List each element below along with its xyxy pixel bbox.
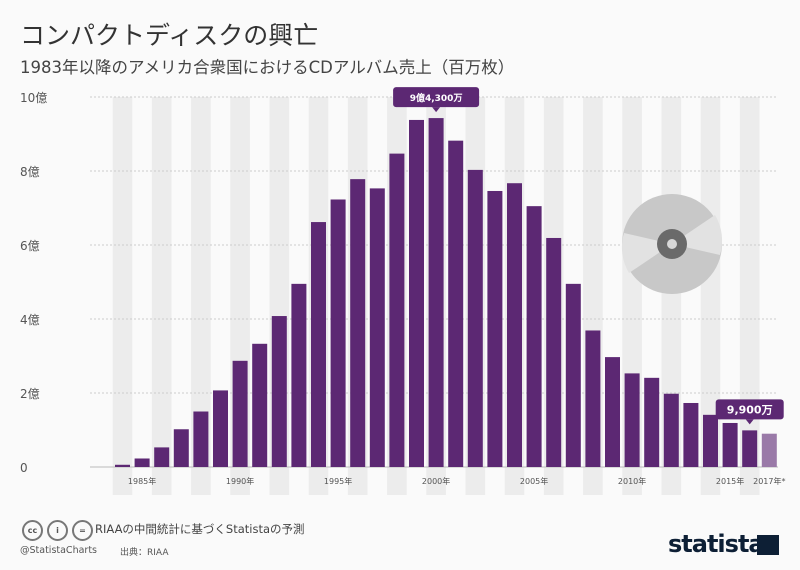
no-derivatives-icon: = (72, 520, 93, 541)
bar-2002 (467, 169, 483, 467)
bar-2006 (546, 237, 562, 467)
bar-2008 (585, 330, 601, 467)
bar-1997 (369, 188, 385, 467)
chart-title: コンパクトディスクの興亡 (20, 21, 319, 50)
bar-2010 (624, 373, 640, 467)
x-tick-label: 2015年 (716, 476, 744, 486)
bar-1984 (115, 464, 130, 467)
bar-1992 (271, 316, 287, 467)
bar-chart: 0 2億 4億 6億 8億 10億 1985年 1990年 1995年 2000年 2005年 201… (20, 87, 785, 495)
bar-1995 (330, 199, 346, 468)
attribution-icon: i (47, 520, 68, 541)
cd-disc-icon (621, 194, 723, 294)
x-tick-label: 2017年* (753, 476, 785, 486)
bar-1991 (252, 343, 268, 467)
callout-box (715, 399, 784, 420)
chart-subtitle: 1983年以降のアメリカ合衆国におけるCDアルバム売上（百万枚） (20, 58, 515, 77)
bar-1985 (134, 458, 150, 467)
bar-1986 (154, 447, 170, 467)
bar-1988 (193, 411, 209, 467)
source: 出典：RIAA (120, 548, 169, 558)
bar-2012 (663, 393, 679, 467)
x-tick-label: 2000年 (422, 476, 450, 486)
disc-hole (667, 239, 677, 249)
bar-1989 (213, 390, 228, 467)
x-tick-label: 2005年 (520, 476, 548, 486)
background-stripe (191, 97, 211, 495)
callout-label: 9,900万 (727, 403, 773, 416)
callout-label: 9億4,300万 (410, 92, 463, 104)
y-tick-label: 10億 (20, 91, 47, 105)
bar-2003 (487, 190, 503, 468)
y-tick-label: 2億 (20, 387, 40, 401)
bar-1994 (311, 222, 326, 467)
bar-1987 (173, 429, 189, 467)
callout-box (393, 87, 480, 108)
bar-1993 (291, 283, 307, 467)
background-stripe (700, 97, 721, 495)
bar-2016 (742, 430, 758, 467)
background-stripe (151, 97, 172, 495)
bar-1990 (232, 360, 248, 467)
bar-2013 (683, 402, 699, 467)
cc-icon: cc (22, 520, 43, 541)
x-tick-label: 1995年 (324, 476, 352, 486)
background-stripe (112, 97, 133, 495)
y-tick-label: 8億 (20, 165, 40, 179)
bar-1996 (350, 179, 366, 467)
data-callout: 9,900万 (715, 399, 784, 425)
x-tick-label: 1990年 (226, 476, 254, 486)
y-tick-label: 4億 (20, 313, 40, 327)
twitter-handle[interactable]: @StatistaCharts (20, 545, 97, 556)
bar-1999 (409, 119, 424, 467)
y-tick-label: 0 (20, 461, 28, 475)
data-callout: 9億4,300万 (393, 87, 480, 113)
bar-2000 (428, 118, 444, 467)
bar-2015 (722, 422, 738, 467)
statista-logo-icon (757, 535, 779, 555)
bar-2005 (526, 206, 542, 467)
background-stripe (739, 97, 760, 495)
bar-1998 (389, 153, 405, 468)
footnote: RIAAの中間統計に基づくStatistaの予測 (95, 522, 305, 536)
bar-2017* (761, 433, 777, 467)
x-tick-label: 2010年 (618, 476, 646, 486)
bar-2014 (703, 414, 718, 467)
bar-2007 (565, 283, 581, 467)
statista-logo[interactable]: statista (668, 530, 765, 558)
y-tick-label: 6億 (20, 239, 40, 253)
callout-pointer (745, 419, 754, 425)
bar-2004 (507, 183, 522, 467)
bar-2001 (448, 140, 464, 467)
callout-pointer (432, 107, 441, 113)
bar-2009 (605, 357, 620, 467)
x-tick-label: 1985年 (128, 476, 156, 486)
bar-2011 (644, 377, 660, 467)
